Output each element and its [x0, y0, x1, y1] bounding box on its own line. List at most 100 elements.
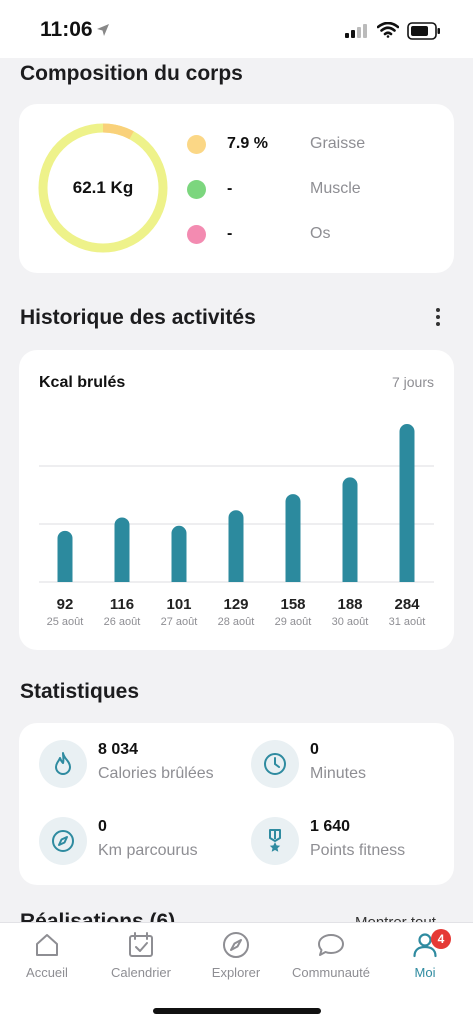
composition-card[interactable]: 62.1 Kg 7.9 % Graisse - Muscle - Os — [19, 104, 454, 273]
chart-period[interactable]: 7 jours — [391, 374, 434, 390]
tab-calendar[interactable]: Calendrier — [94, 931, 188, 987]
location-arrow-icon — [97, 24, 109, 36]
tab-home[interactable]: Accueil — [0, 931, 94, 987]
weight-value: 62.1 Kg — [72, 178, 134, 197]
chart-date-label: 31 août — [388, 616, 426, 628]
home-icon — [36, 934, 58, 956]
distance-value: 0 — [98, 818, 107, 835]
calories-value: 8 034 — [98, 741, 139, 758]
chart-bar-base — [285, 574, 301, 582]
chart-date-label: 28 août — [217, 616, 255, 628]
battery-icon — [407, 22, 440, 40]
status-bar: 11:06 — [0, 0, 473, 58]
tab-calendar-label: Calendrier — [111, 965, 171, 980]
tab-me-label: Moi — [414, 965, 436, 980]
chart-value-label: 116 — [109, 596, 135, 613]
chart-bar-base — [342, 574, 358, 582]
cellular-signal-icon — [345, 24, 367, 38]
chat-icon — [318, 934, 344, 956]
fat-label: Graisse — [310, 135, 366, 152]
chart-value-label: 101 — [166, 596, 192, 613]
chart-bar-label: 188 30 août — [322, 596, 378, 628]
minutes-label: Minutes — [310, 765, 367, 782]
status-time: 11:06 — [40, 18, 93, 41]
minutes-value: 0 — [310, 741, 319, 758]
chart-bar[interactable] — [228, 510, 244, 582]
calories-label: Calories brûlées — [98, 765, 214, 782]
bone-label: Os — [310, 225, 331, 242]
chart-date-label: 30 août — [331, 616, 369, 628]
bone-value: - — [227, 225, 233, 242]
composition-ring-chart — [38, 123, 168, 253]
tab-bar: Accueil Calendrier Explorer Communauté 4… — [0, 922, 473, 1024]
chart-bar-base — [399, 574, 415, 582]
chart-bar-base — [228, 574, 244, 582]
muscle-color-dot — [187, 180, 206, 199]
chart-bar-label: 116 26 août — [94, 596, 150, 628]
notification-badge: 4 — [431, 929, 451, 949]
chart-date-label: 25 août — [46, 616, 84, 628]
clock-icon — [251, 740, 299, 788]
distance-label: Km parcourus — [98, 842, 198, 859]
bar-chart — [39, 424, 434, 583]
fat-value: 7.9 % — [227, 135, 268, 152]
chart-value-label: 188 — [337, 596, 363, 613]
chart-value-label: 129 — [223, 596, 249, 613]
stats-card: 8 034 Calories brûlées 0 Minutes 0 Km pa… — [19, 723, 454, 885]
bone-color-dot — [187, 225, 206, 244]
chart-bar-label: 101 27 août — [151, 596, 207, 628]
chart-bar[interactable] — [399, 424, 415, 582]
chart-bar[interactable] — [171, 525, 187, 582]
muscle-label: Muscle — [310, 180, 361, 197]
stat-fitness-points: 1 640 Points fitness — [251, 817, 451, 871]
composition-row-bone: - Os — [187, 222, 447, 246]
chart-value-label: 92 — [56, 596, 74, 613]
home-indicator — [153, 1008, 321, 1014]
chart-value-label: 158 — [280, 596, 306, 613]
chart-bar-label: 158 29 août — [265, 596, 321, 628]
flame-icon — [39, 740, 87, 788]
muscle-value: - — [227, 180, 233, 197]
chart-title: Kcal brulés — [39, 374, 126, 391]
tab-community[interactable]: Communauté — [284, 931, 378, 987]
chart-bar-base — [171, 574, 187, 582]
chart-bar-label: 129 28 août — [208, 596, 264, 628]
chart-value-label: 284 — [394, 596, 420, 613]
composition-row-muscle: - Muscle — [187, 177, 447, 201]
fitness-points-value: 1 640 — [310, 818, 351, 835]
chart-date-label: 27 août — [160, 616, 198, 628]
composition-title: Composition du corps — [20, 62, 243, 85]
history-title: Historique des activités — [20, 306, 256, 329]
tab-explore[interactable]: Explorer — [189, 931, 283, 987]
more-options-icon[interactable] — [430, 306, 446, 330]
wifi-icon — [377, 22, 399, 38]
fitness-points-label: Points fitness — [310, 842, 406, 859]
tab-community-label: Communauté — [291, 965, 371, 980]
tab-me[interactable]: 4 Moi — [378, 929, 472, 987]
composition-row-fat: 7.9 % Graisse — [187, 132, 447, 156]
medal-icon — [251, 817, 299, 865]
stat-distance: 0 Km parcourus — [39, 817, 239, 871]
fat-color-dot — [187, 135, 206, 154]
chart-bar-label: 92 25 août — [37, 596, 93, 628]
stat-minutes: 0 Minutes — [251, 740, 451, 794]
chart-bar-base — [114, 574, 130, 582]
stat-calories: 8 034 Calories brûlées — [39, 740, 239, 794]
compass-icon — [223, 932, 249, 958]
chart-date-label: 29 août — [274, 616, 312, 628]
activity-chart-card[interactable]: Kcal brulés 7 jours 92 25 août 116 26 août 1… — [19, 350, 454, 650]
tab-home-label: Accueil — [26, 965, 68, 980]
chart-bar[interactable] — [57, 530, 73, 582]
user-icon — [413, 933, 437, 958]
chart-bar[interactable] — [285, 494, 301, 582]
chart-bar[interactable] — [114, 517, 130, 582]
chart-bar-base — [57, 574, 73, 582]
tab-explore-label: Explorer — [211, 965, 261, 980]
chart-date-label: 26 août — [103, 616, 141, 628]
calendar-icon — [129, 932, 153, 957]
composition-ring: 62.1 Kg — [37, 122, 169, 254]
chart-bar[interactable] — [342, 477, 358, 582]
chart-bar-label: 284 31 août — [379, 596, 435, 628]
compass-icon — [39, 817, 87, 865]
stats-title: Statistiques — [20, 680, 140, 703]
